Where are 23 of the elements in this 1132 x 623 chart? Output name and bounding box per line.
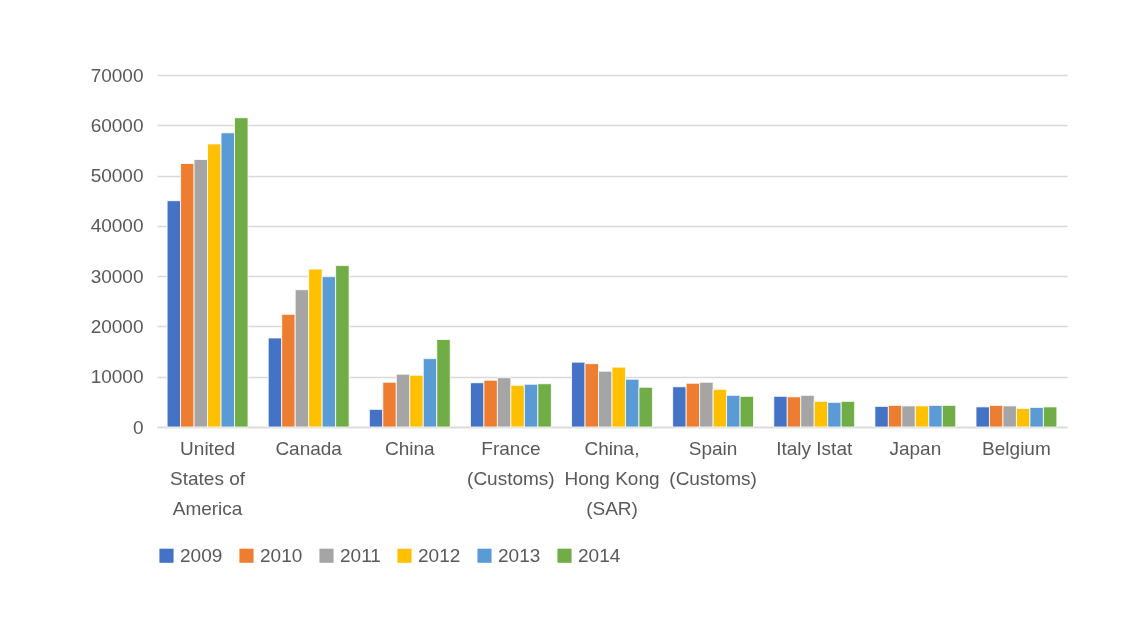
y-tick-label: 70000 xyxy=(90,64,144,86)
y-tick-label: 50000 xyxy=(90,165,144,187)
x-tick-label: Japan xyxy=(889,437,942,459)
legend-label: 2013 xyxy=(498,544,541,566)
x-tick-label: France (Customs) xyxy=(467,437,555,489)
legend-label: 2011 xyxy=(340,544,381,566)
legend-label: 2009 xyxy=(180,544,223,566)
x-tick-label: Spain (Customs) xyxy=(669,437,757,489)
y-tick-label: 30000 xyxy=(90,265,144,287)
x-tick-label: Belgium xyxy=(982,437,1051,459)
legend-label: 2010 xyxy=(260,544,303,566)
legend-label: 2012 xyxy=(418,544,461,566)
y-tick-label: 10000 xyxy=(90,366,144,388)
y-tick-label: 40000 xyxy=(90,215,144,237)
x-tick-label: Italy Istat xyxy=(776,437,853,459)
legend-label: 2014 xyxy=(578,544,621,566)
y-tick-label: 0 xyxy=(132,416,144,438)
y-tick-label: 20000 xyxy=(90,315,144,337)
x-tick-label: Canada xyxy=(275,437,343,459)
y-tick-label: 60000 xyxy=(90,114,144,136)
x-tick-label: China, Hong Kong (SAR) xyxy=(564,437,660,519)
x-tick-label: China xyxy=(384,437,436,459)
x-tick-label: United States of America xyxy=(170,437,246,519)
